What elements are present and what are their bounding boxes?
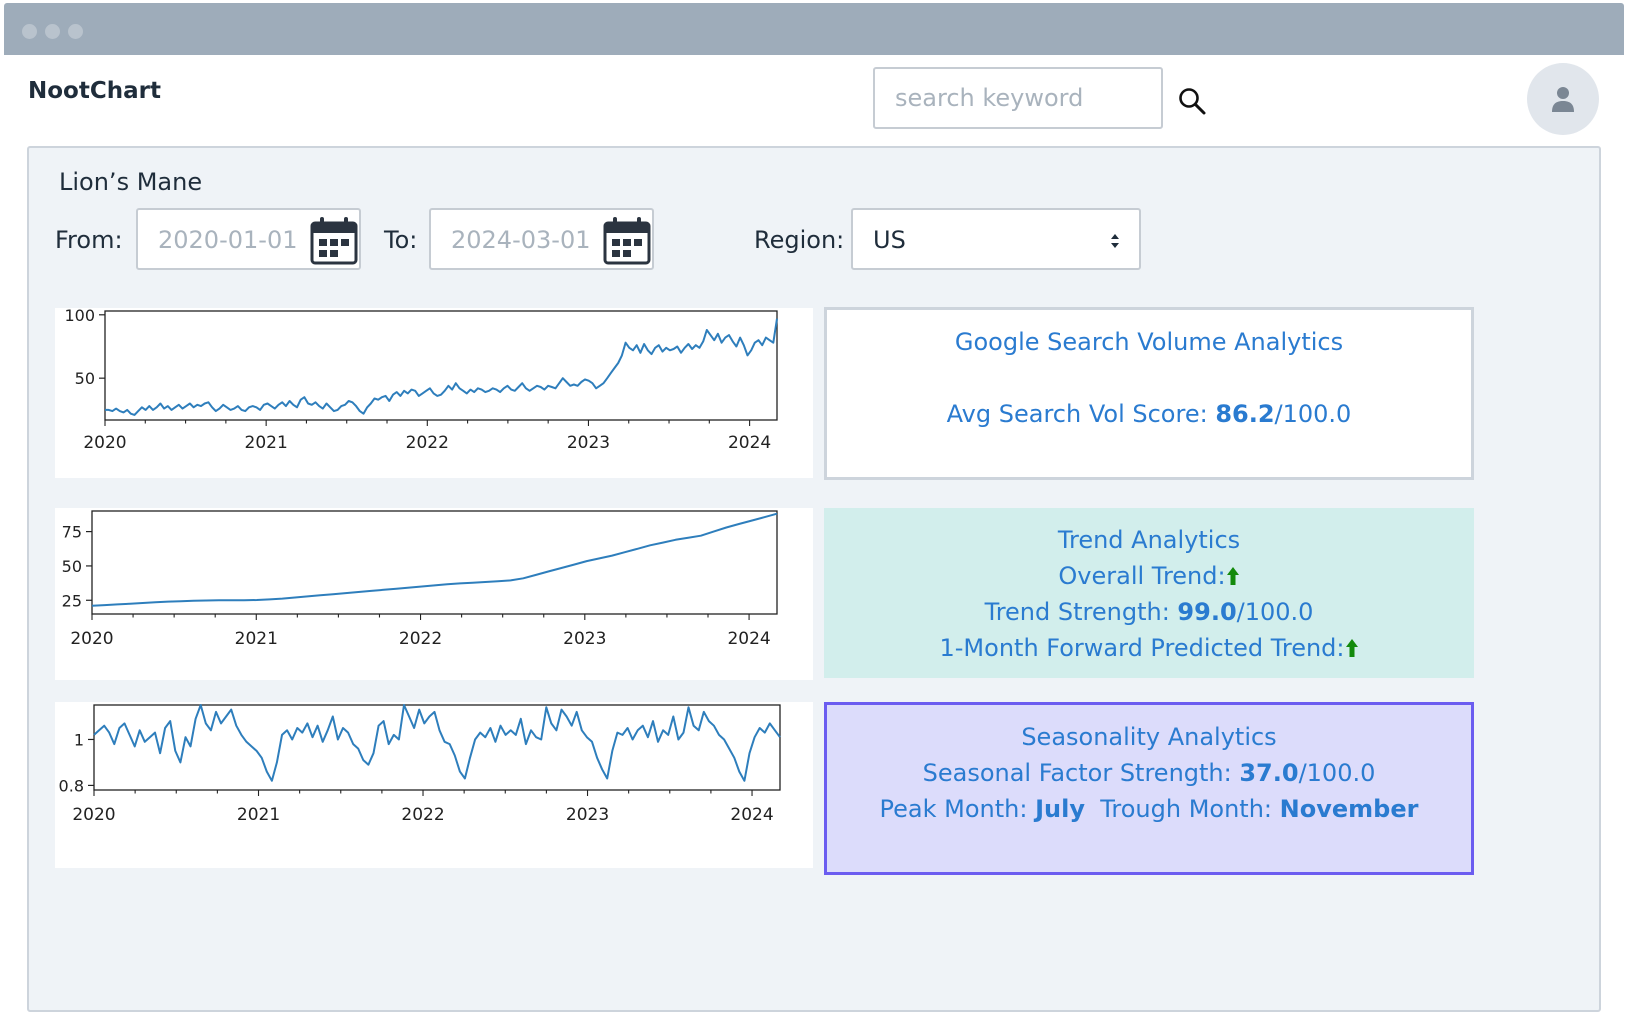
seasonality-card-title: Seasonality Analytics	[1021, 723, 1277, 751]
x-tick-label: 2022	[401, 805, 444, 825]
series-line	[93, 704, 781, 782]
seasonal-factor-line: Seasonal Factor Strength: 37.0/100.0	[827, 755, 1471, 791]
trend-card-title: Trend Analytics	[1057, 526, 1241, 554]
series-line	[105, 318, 778, 416]
trough-month-value: November	[1279, 795, 1419, 823]
x-tick-label: 2023	[566, 805, 609, 825]
region-label: Region:	[754, 226, 845, 254]
x-tick-label: 2024	[727, 629, 770, 649]
search-volume-card-title: Google Search Volume Analytics	[954, 328, 1344, 356]
y-tick-label: 75	[62, 523, 82, 542]
overall-trend-line: Overall Trend:	[824, 558, 1474, 594]
calendar-icon[interactable]	[309, 214, 359, 266]
search-volume-card: Google Search Volume Analytics Avg Searc…	[824, 307, 1474, 480]
x-tick-label: 2021	[235, 629, 278, 649]
trend-strength-label: Trend Strength:	[984, 598, 1170, 626]
y-tick-label: 50	[75, 369, 95, 388]
window-zoom-dot[interactable]	[68, 24, 83, 39]
overall-trend-label: Overall Trend:	[1058, 562, 1226, 590]
x-tick-label: 2024	[730, 805, 773, 825]
x-tick-label: 2023	[563, 629, 606, 649]
peak-month-value: July	[1035, 795, 1085, 823]
avg-search-vol-suffix: /100.0	[1274, 400, 1352, 428]
app-logo[interactable]: NootChart	[28, 78, 161, 104]
trend-strength-line: Trend Strength: 99.0/100.0	[824, 594, 1474, 630]
trend-strength-suffix: /100.0	[1236, 598, 1314, 626]
search-field[interactable]	[873, 67, 1163, 129]
x-tick-label: 2020	[72, 805, 115, 825]
trend-up-arrow-icon	[1226, 567, 1239, 585]
forward-trend-line: 1-Month Forward Predicted Trend:	[824, 630, 1474, 666]
x-tick-label: 2024	[728, 433, 771, 453]
y-tick-label: 0.8	[59, 776, 84, 795]
y-tick-label: 50	[62, 557, 82, 576]
series-line	[91, 512, 778, 607]
search-volume-chart: 50 100 2020 2021 2022 2023 2024	[55, 308, 813, 478]
region-select[interactable]: US	[851, 208, 1141, 270]
user-avatar[interactable]	[1527, 63, 1599, 135]
plot-frame	[93, 704, 781, 791]
seasonal-factor-value: 37.0	[1239, 759, 1299, 787]
avg-search-vol-label: Avg Search Vol Score:	[946, 400, 1208, 428]
x-tick-label: 2023	[567, 433, 610, 453]
to-label: To:	[384, 226, 418, 254]
x-tick-label: 2022	[406, 433, 449, 453]
user-icon	[1552, 87, 1574, 112]
trough-month-label: Trough Month:	[1100, 795, 1273, 823]
from-date-value: 2020-01-01	[158, 226, 298, 254]
seasonality-chart: 0.8 1 2020 2021 2022 2023 2024	[55, 702, 813, 868]
peak-trough-line: Peak Month: July Trough Month: November	[827, 791, 1471, 827]
avg-search-vol-line: Avg Search Vol Score: 86.2/100.0	[827, 396, 1471, 432]
window-minimize-dot[interactable]	[45, 24, 60, 39]
trend-card: Trend Analytics Overall Trend: Trend Str…	[824, 508, 1474, 678]
seasonal-factor-suffix: /100.0	[1298, 759, 1376, 787]
avg-search-vol-value: 86.2	[1215, 400, 1275, 428]
to-date-value: 2024-03-01	[451, 226, 591, 254]
search-input[interactable]	[875, 69, 1161, 127]
window-close-dot[interactable]	[22, 24, 37, 39]
trend-chart: 25 50 75 2020 2021 2022 2023 2024	[55, 508, 813, 680]
region-select-value: US	[873, 226, 906, 254]
search-icon[interactable]	[1177, 86, 1207, 116]
select-arrows-icon	[1111, 234, 1119, 248]
x-tick-label: 2022	[399, 629, 442, 649]
plot-frame	[104, 310, 778, 421]
from-label: From:	[55, 226, 123, 254]
x-tick-label: 2021	[237, 805, 280, 825]
forward-trend-label: 1-Month Forward Predicted Trend:	[939, 634, 1345, 662]
y-tick-label: 1	[74, 730, 84, 749]
trend-chart-svg: 25 50 75 2020 2021 2022 2023 2024	[62, 510, 778, 649]
x-tick-label: 2020	[83, 433, 126, 453]
item-title: Lion’s Mane	[59, 168, 203, 196]
to-date-field[interactable]: 2024-03-01	[429, 208, 654, 270]
trend-strength-value: 99.0	[1177, 598, 1237, 626]
seasonality-chart-svg: 0.8 1 2020 2021 2022 2023 2024	[59, 704, 781, 825]
plot-frame	[91, 510, 778, 615]
seasonality-card: Seasonality Analytics Seasonal Factor St…	[824, 702, 1474, 875]
from-date-field[interactable]: 2020-01-01	[136, 208, 361, 270]
forward-up-arrow-icon	[1345, 639, 1358, 657]
seasonal-factor-label: Seasonal Factor Strength:	[922, 759, 1232, 787]
calendar-icon[interactable]	[602, 214, 652, 266]
x-tick-label: 2021	[245, 433, 288, 453]
search-volume-chart-svg: 50 100 2020 2021 2022 2023 2024	[64, 308, 778, 453]
x-tick-label: 2020	[70, 629, 113, 649]
y-tick-label: 25	[62, 591, 82, 610]
window-titlebar	[4, 3, 1624, 55]
peak-month-label: Peak Month:	[879, 795, 1028, 823]
y-tick-label: 100	[64, 308, 95, 325]
